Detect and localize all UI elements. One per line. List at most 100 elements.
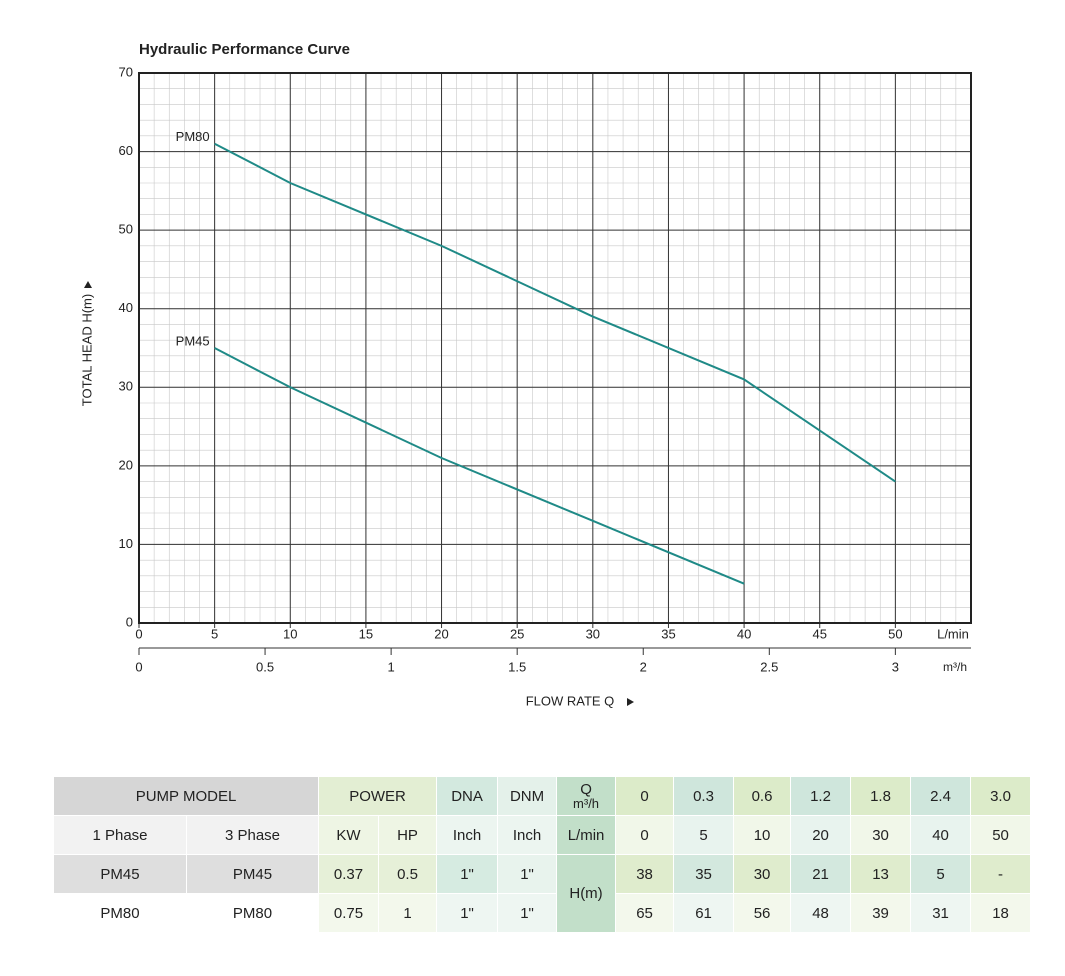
series-label: PM45 [176, 333, 210, 348]
cell: 65 [615, 893, 675, 933]
x2-tick-label: 1 [388, 659, 395, 674]
x-tick-label: 30 [586, 626, 600, 641]
cell: 1" [436, 893, 499, 933]
cell: 20 [790, 815, 852, 855]
cell: 10 [733, 815, 792, 855]
table-row: PM80 PM80 0.75 1 1" 1" 65 61 56 48 39 31… [53, 893, 1032, 933]
cell: 31 [910, 893, 972, 933]
cell: - [970, 854, 1032, 894]
cell: 1 Phase [53, 815, 187, 855]
x2-tick-label: 2.5 [760, 659, 778, 674]
cell: 35 [673, 854, 735, 894]
x-tick-label: 50 [888, 626, 902, 641]
cell: 1" [497, 854, 558, 894]
x-tick-label: 25 [510, 626, 524, 641]
cell: 2.4 [910, 776, 972, 816]
series-label: PM80 [176, 129, 210, 144]
cell: 0.75 [318, 893, 380, 933]
cell: DNM [497, 776, 558, 816]
cell: 3.0 [970, 776, 1032, 816]
table-row: PM45 PM45 0.37 0.5 1" 1" H(m) 38 35 30 2… [53, 854, 1032, 933]
y-tick-label: 30 [119, 379, 133, 394]
cell: 0.5 [378, 854, 438, 894]
cell: H(m) [556, 854, 617, 933]
x-tick-label: 10 [283, 626, 297, 641]
plot-frame [138, 72, 972, 624]
curve [214, 142, 896, 483]
table-row: 1 Phase 3 Phase KW HP Inch Inch L/min 0 … [53, 815, 1032, 855]
cell: PM80 [185, 893, 320, 933]
x2-tick-label: 2 [640, 659, 647, 674]
chart: Hydraulic Performance Curve TOTAL HEAD H… [79, 41, 972, 708]
cell: PM80 [53, 893, 187, 933]
cell: 48 [790, 893, 852, 933]
cell: DNA [436, 776, 499, 816]
cell: PM45 [185, 854, 320, 894]
cell-unit: m³/h [573, 796, 600, 811]
cell: 1.8 [850, 776, 912, 816]
cell: 1.2 [790, 776, 852, 816]
x-tick-label: 40 [737, 626, 751, 641]
cell: Inch [497, 815, 558, 855]
cell: 1" [436, 854, 499, 894]
y-tick-label: 50 [119, 222, 133, 237]
cell: 21 [790, 854, 852, 894]
y-tick-label: 40 [119, 300, 133, 315]
x2-tick-label: 0.5 [256, 659, 274, 674]
cell-text: Q [580, 781, 592, 798]
y-tick-label: 0 [126, 614, 133, 629]
y-axis-arrow [84, 281, 92, 288]
cell: 50 [970, 815, 1032, 855]
x-tick-label: 45 [812, 626, 826, 641]
cell: 0.3 [673, 776, 735, 816]
x2-unit: m³/h [943, 660, 967, 674]
cell: 13 [850, 854, 912, 894]
cell: 1 [378, 893, 438, 933]
cell: 5 [910, 854, 972, 894]
cell: 56 [733, 893, 792, 933]
cell: KW [318, 815, 380, 855]
x2-tick-label: 1.5 [508, 659, 526, 674]
chart-title: Hydraulic Performance Curve [139, 41, 350, 58]
y-tick-label: 70 [119, 64, 133, 79]
x-tick-label: 5 [211, 626, 218, 641]
cell: 0 [615, 776, 675, 816]
y-tick-label: 10 [119, 536, 133, 551]
y-tick-label: 60 [119, 143, 133, 158]
x-tick-label: 35 [661, 626, 675, 641]
cell: 5 [673, 815, 735, 855]
x-tick-label: 15 [359, 626, 373, 641]
cell: HP [378, 815, 438, 855]
x-tick-label: 20 [434, 626, 448, 641]
cell: 18 [970, 893, 1032, 933]
cell: 3 Phase [185, 815, 320, 855]
x2-tick-label: 3 [892, 659, 899, 674]
x-axis-label: FLOW RATE Q [526, 693, 615, 708]
cell: PM45 [53, 854, 187, 894]
y-axis-label: TOTAL HEAD H(m) [79, 294, 94, 406]
cell: 30 [850, 815, 912, 855]
cell: 30 [733, 854, 792, 894]
curve [214, 347, 745, 585]
cell: 40 [910, 815, 972, 855]
cell: POWER [318, 776, 438, 816]
cell: 0.6 [733, 776, 792, 816]
cell: 39 [850, 893, 912, 933]
x-unit: L/min [937, 626, 969, 641]
cell: 0 [615, 815, 675, 855]
cell: 1" [497, 893, 558, 933]
x-tick-label: 0 [135, 626, 142, 641]
x2-tick-label: 0 [135, 659, 142, 674]
cell: 0.37 [318, 854, 380, 894]
plot-background [139, 73, 971, 623]
cell: PUMP MODEL [52, 776, 320, 816]
y-tick-label: 20 [119, 457, 133, 472]
cell: L/min [556, 815, 617, 855]
cell: Inch [436, 815, 499, 855]
cell: 38 [615, 854, 675, 894]
cell: 61 [673, 893, 735, 933]
